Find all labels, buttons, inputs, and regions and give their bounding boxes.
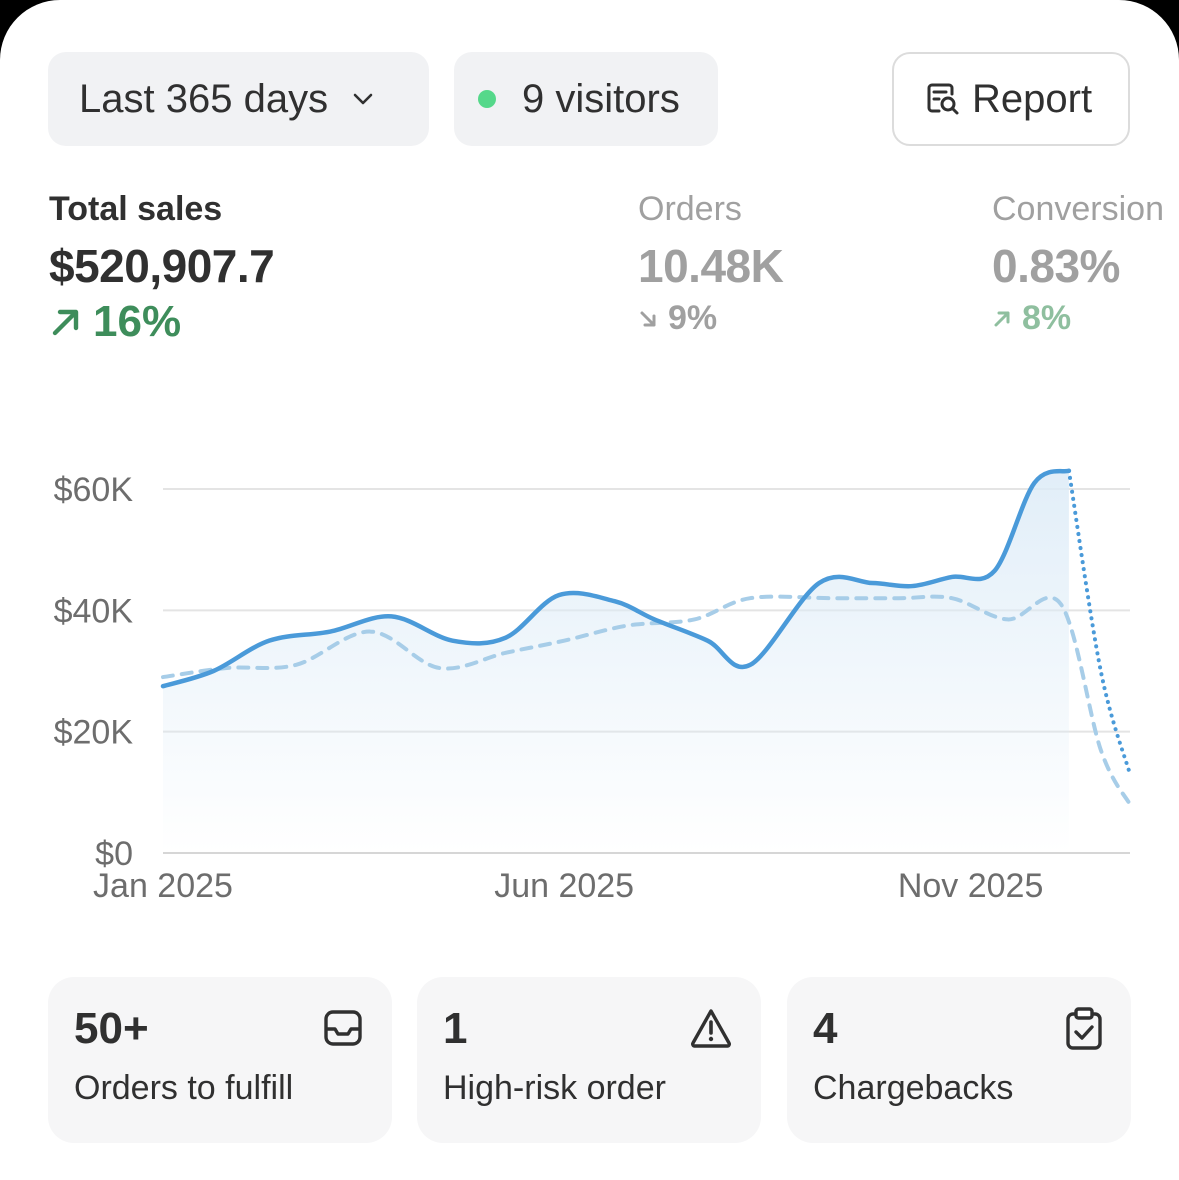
date-range-label: Last 365 days (79, 76, 329, 121)
x-axis-tick-label: Jan 2025 (93, 867, 233, 905)
series-line-dotted (1066, 468, 1132, 777)
metric-orders[interactable]: Orders 10.48K 9% (638, 190, 784, 338)
tile-label: Orders to fulfill (74, 1069, 294, 1107)
date-range-dropdown[interactable]: Last 365 days (48, 52, 429, 146)
metric-value: 10.48K (638, 240, 784, 292)
metric-value: $520,907.7 (49, 240, 275, 292)
series-line-solid (160, 468, 1072, 689)
orders-to-fulfill-tile[interactable]: 50+ Orders to fulfill (48, 977, 392, 1143)
visitors-label: 9 visitors (522, 76, 680, 121)
metric-delta-value: 16% (93, 297, 182, 346)
x-axis-tick-label: Nov 2025 (898, 867, 1044, 905)
metric-delta-value: 8% (1022, 299, 1072, 337)
high-risk-order-tile[interactable]: 1 High-risk order (417, 977, 761, 1143)
inbox-icon (324, 1010, 362, 1046)
tile-count: 4 (813, 1004, 838, 1053)
chevron-down-icon (353, 93, 373, 105)
metric-label: Conversion (992, 190, 1164, 228)
y-axis-tick-label: $20K (54, 714, 134, 752)
arrow-up-right-icon (994, 311, 1010, 326)
x-axis-tick-label: Jun 2025 (494, 867, 634, 905)
tile-count: 50+ (74, 1004, 149, 1053)
live-visitors-button[interactable]: 9 visitors (454, 52, 718, 146)
metric-total-sales[interactable]: Total sales $520,907.7 16% (49, 190, 275, 347)
tile-label: High-risk order (443, 1069, 666, 1107)
report-button[interactable]: Report (892, 52, 1130, 146)
arrow-down-right-icon (640, 311, 656, 326)
live-status-dot (478, 90, 496, 108)
metric-delta: 16% (49, 297, 274, 347)
tile-count: 1 (443, 1004, 468, 1053)
metric-label: Total sales (49, 190, 223, 228)
tile-label: Chargebacks (813, 1069, 1014, 1107)
metric-conversion[interactable]: Conversion 0.83% 8% (992, 190, 1164, 338)
clipboard-check-icon (1066, 1007, 1102, 1050)
metric-delta: 9% (638, 299, 783, 338)
y-axis-tick-label: $60K (54, 471, 134, 509)
metric-value: 0.83% (992, 240, 1120, 292)
series-area-fill (163, 470, 1069, 853)
y-axis-tick-label: $40K (54, 592, 134, 630)
warning-icon (691, 1009, 731, 1048)
report-search-icon (927, 83, 959, 115)
chargebacks-tile[interactable]: 4 Chargebacks (787, 977, 1131, 1143)
metric-delta: 8% (992, 299, 1164, 338)
metric-label: Orders (638, 190, 742, 228)
y-axis-tick-label: $0 (95, 835, 133, 873)
series-line-dashed (161, 594, 1132, 807)
metric-delta-value: 9% (668, 299, 718, 337)
report-label: Report (972, 76, 1093, 121)
arrow-up-right-icon (52, 309, 79, 336)
sales-line-chart[interactable]: $0 $20K $40K $60K Jan 2025 Jun 2025 Nov 2025 (0, 440, 1179, 920)
